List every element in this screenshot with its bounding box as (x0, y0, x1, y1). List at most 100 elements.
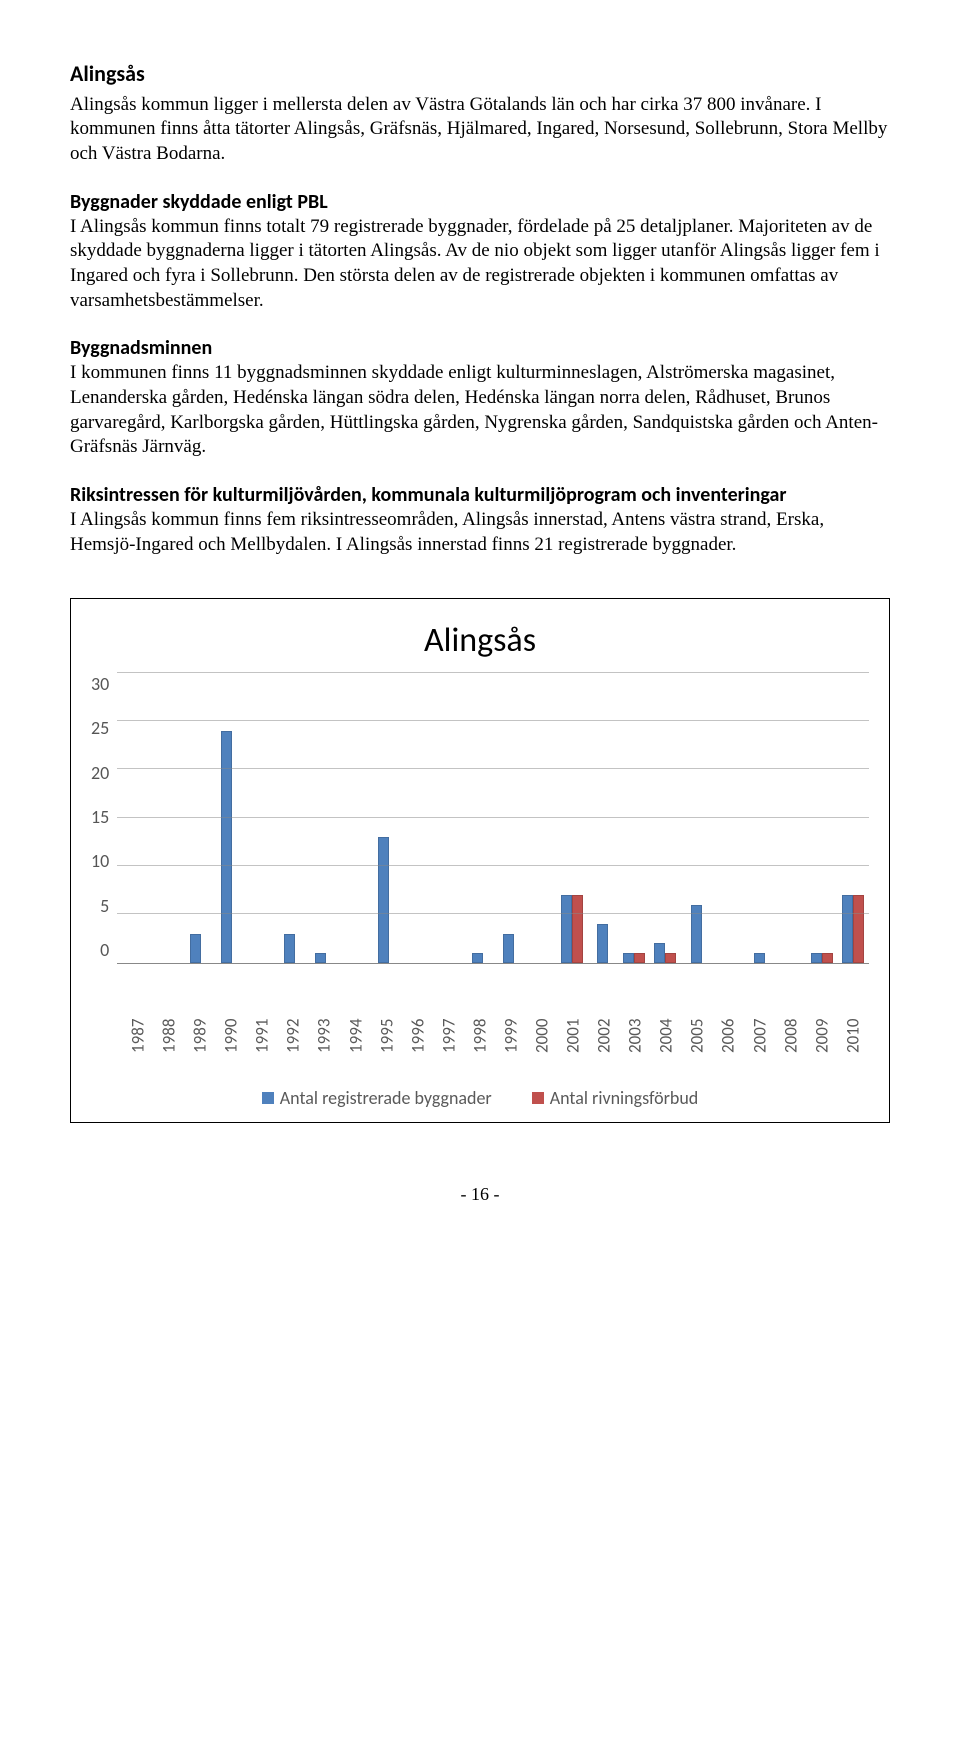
bar (597, 924, 608, 963)
bar-group (838, 673, 869, 963)
gridline (117, 817, 869, 818)
x-tick: 2008 (776, 1019, 807, 1069)
x-tick: 2009 (807, 1019, 838, 1069)
y-tick: 20 (91, 762, 109, 785)
x-tick: 1991 (247, 1019, 278, 1069)
bar-group (556, 673, 587, 963)
x-tick: 1995 (372, 1019, 403, 1069)
x-tick: 1999 (496, 1019, 527, 1069)
bar-group (399, 673, 430, 963)
x-tick: 1990 (216, 1019, 247, 1069)
bar (623, 953, 634, 963)
bar (654, 943, 665, 962)
bar-group (587, 673, 618, 963)
bar (284, 934, 295, 963)
x-tick: 2001 (558, 1019, 589, 1069)
section2-title: Byggnadsminnen (70, 335, 890, 361)
y-axis: 30 25 20 15 10 5 0 (91, 673, 117, 963)
bar (221, 731, 232, 963)
section2-body: I kommunen finns 11 byggnadsminnen skydd… (70, 361, 890, 460)
bar (665, 953, 676, 963)
bar (572, 895, 583, 963)
x-tick: 2003 (620, 1019, 651, 1069)
chart-title: Alingsås (91, 619, 869, 663)
bar-group (650, 673, 681, 963)
y-tick: 25 (91, 717, 109, 740)
x-tick: 1989 (185, 1019, 216, 1069)
bar-group (619, 673, 650, 963)
bar (503, 934, 514, 963)
bar-group (493, 673, 524, 963)
page-number: - 16 - (70, 1183, 890, 1206)
chart-container: Alingsås 30 25 20 15 10 5 0 198719881989199019… (70, 598, 890, 1124)
bar-group (337, 673, 368, 963)
x-tick: 1997 (434, 1019, 465, 1069)
bar-group (211, 673, 242, 963)
chart-legend: Antal registrerade byggnader Antal rivnin… (91, 1087, 869, 1110)
legend-swatch (262, 1092, 274, 1104)
bar (190, 934, 201, 963)
bar-group (117, 673, 148, 963)
bar (472, 953, 483, 963)
bar (842, 895, 853, 963)
x-tick: 1992 (278, 1019, 309, 1069)
legend-item: Antal rivningsförbud (532, 1087, 699, 1110)
bar (561, 895, 572, 963)
x-tick: 1993 (309, 1019, 340, 1069)
bar-group (525, 673, 556, 963)
page-title: Alingsås (70, 60, 890, 89)
section3-body: I Alingsås kommun finns fem riksintresse… (70, 508, 890, 557)
gridline (117, 865, 869, 866)
bar (315, 953, 326, 963)
section1-title: Byggnader skyddade enligt PBL (70, 189, 890, 215)
bar-group (305, 673, 336, 963)
x-tick: 2010 (838, 1019, 869, 1069)
gridline (117, 768, 869, 769)
x-tick: 2004 (651, 1019, 682, 1069)
gridline (117, 913, 869, 914)
legend-label: Antal registrerade byggnader (280, 1087, 492, 1110)
chart-plot (117, 673, 869, 964)
bar (853, 895, 864, 963)
legend-label: Antal rivningsförbud (550, 1087, 699, 1110)
bar-group (775, 673, 806, 963)
x-tick: 2000 (527, 1019, 558, 1069)
bar-group (274, 673, 305, 963)
x-tick: 2002 (589, 1019, 620, 1069)
y-tick: 30 (91, 673, 109, 696)
intro-paragraph: Alingsås kommun ligger i mellersta delen… (70, 93, 890, 167)
y-tick: 15 (91, 806, 109, 829)
bar-group (712, 673, 743, 963)
bar (634, 953, 645, 963)
bar-group (368, 673, 399, 963)
bar-group (431, 673, 462, 963)
x-tick: 1988 (154, 1019, 185, 1069)
bar (378, 837, 389, 963)
bar-group (744, 673, 775, 963)
legend-swatch (532, 1092, 544, 1104)
chart-bars (117, 673, 869, 963)
bar-group (681, 673, 712, 963)
x-tick: 2006 (713, 1019, 744, 1069)
y-tick: 0 (100, 939, 109, 962)
x-axis-labels: 1987198819891990199119921993199419951996… (123, 1013, 869, 1079)
gridline (117, 720, 869, 721)
x-tick: 1994 (341, 1019, 372, 1069)
y-tick: 10 (91, 850, 109, 873)
x-tick: 1996 (403, 1019, 434, 1069)
y-tick: 5 (100, 895, 109, 918)
gridline (117, 672, 869, 673)
x-tick: 2007 (745, 1019, 776, 1069)
bar (811, 953, 822, 963)
bar-group (149, 673, 180, 963)
x-tick: 2005 (682, 1019, 713, 1069)
bar (822, 953, 833, 963)
bar-group (806, 673, 837, 963)
section1-body: I Alingsås kommun finns totalt 79 regist… (70, 215, 890, 314)
section3-title: Riksintressen för kulturmiljövården, kom… (70, 482, 890, 508)
bar-group (243, 673, 274, 963)
x-tick: 1998 (465, 1019, 496, 1069)
bar-group (180, 673, 211, 963)
bar-group (462, 673, 493, 963)
bar (754, 953, 765, 963)
